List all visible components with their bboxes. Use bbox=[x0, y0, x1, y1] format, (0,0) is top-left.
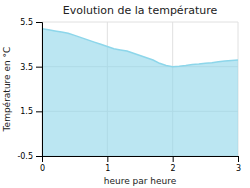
x-axis-title: heure par heure bbox=[104, 176, 177, 186]
tick-label: 1 bbox=[105, 164, 110, 173]
axis-line bbox=[36, 23, 43, 157]
x-axis: 0 1 2 3 bbox=[40, 156, 241, 173]
chart: 0 1 2 3 -0.5 1.5 3.5 5.5 Evolution de la tempéra… bbox=[0, 0, 250, 188]
tick-label: -0.5 bbox=[17, 152, 33, 161]
tick-label: 2 bbox=[171, 164, 176, 173]
tick: 0 bbox=[40, 156, 45, 173]
tick: 1.5 bbox=[20, 107, 42, 116]
y-axis: -0.5 1.5 3.5 5.5 bbox=[17, 18, 42, 161]
tick-label: 1.5 bbox=[20, 107, 33, 116]
tick: -0.5 bbox=[17, 152, 42, 161]
area bbox=[42, 29, 238, 156]
tick-mark bbox=[107, 156, 108, 162]
tick: 3 bbox=[236, 156, 241, 173]
tick: 5.5 bbox=[20, 18, 42, 27]
tick-label: 0 bbox=[40, 164, 45, 173]
axis-line bbox=[43, 157, 239, 163]
tick-mark bbox=[36, 67, 42, 68]
line bbox=[42, 29, 238, 67]
tick-mark bbox=[238, 156, 239, 162]
tick: 2 bbox=[171, 156, 176, 173]
title: Evolution de la température bbox=[63, 4, 218, 17]
tick-mark bbox=[173, 156, 174, 162]
plot-area bbox=[42, 29, 238, 156]
tick: 3.5 bbox=[20, 63, 42, 72]
y-axis-title: Température en °C bbox=[2, 47, 12, 133]
tick-mark bbox=[36, 22, 42, 23]
grid bbox=[42, 22, 238, 156]
tick-mark bbox=[36, 111, 42, 112]
grid-line bbox=[42, 22, 238, 23]
tick: 1 bbox=[105, 156, 110, 173]
tick-label: 3 bbox=[236, 164, 241, 173]
tick-label: 5.5 bbox=[20, 18, 33, 27]
tick-label: 3.5 bbox=[20, 63, 33, 72]
tick-mark bbox=[36, 156, 42, 157]
